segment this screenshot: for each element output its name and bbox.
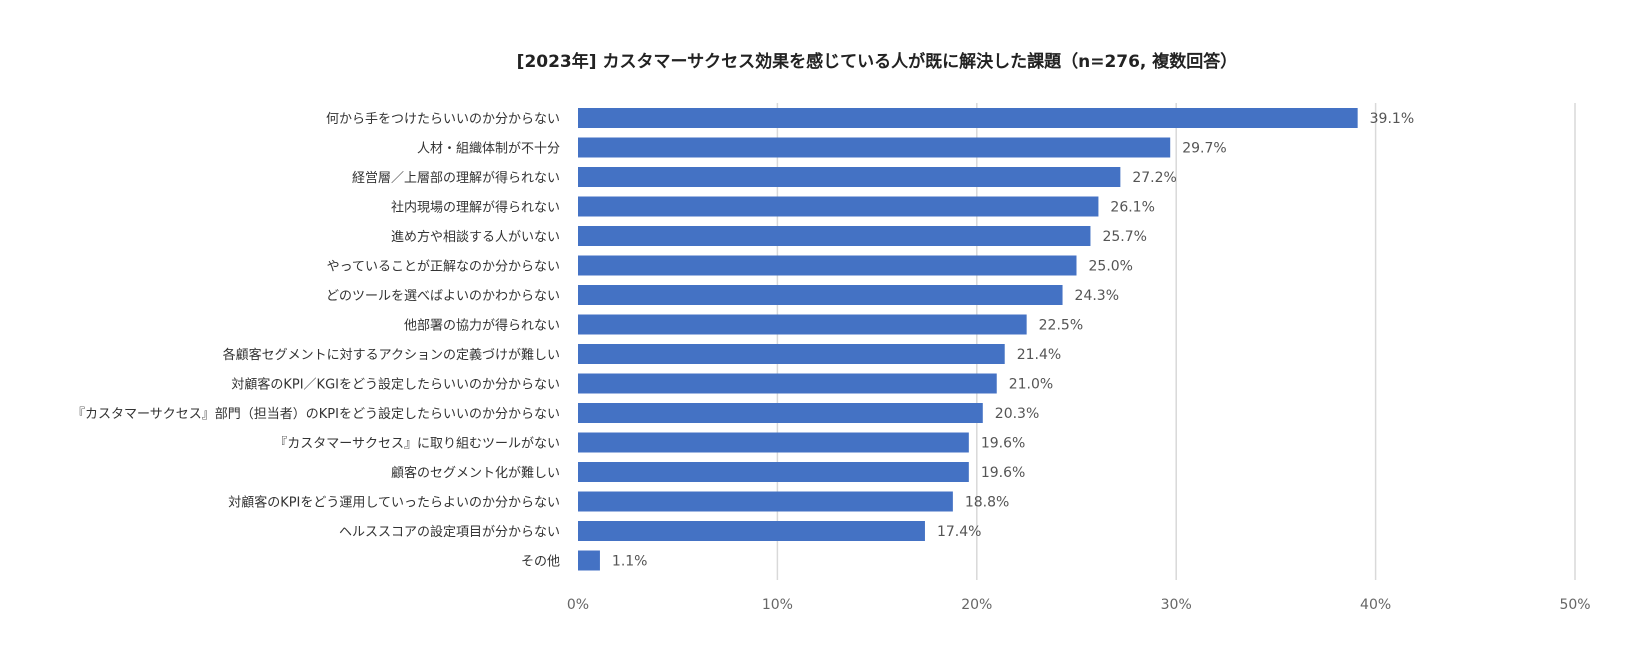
bar xyxy=(578,344,1005,364)
bar xyxy=(578,226,1091,246)
x-tick-label: 20% xyxy=(961,597,992,613)
category-label: 何から手をつけたらいいのか分からない xyxy=(326,111,560,127)
x-tick-label: 40% xyxy=(1360,597,1391,613)
value-label: 18.8% xyxy=(965,495,1009,511)
bar xyxy=(578,285,1063,305)
category-label: 他部署の協力が得られない xyxy=(404,318,560,334)
bar xyxy=(578,108,1358,128)
category-label: ヘルススコアの設定項目が分からない xyxy=(339,524,560,540)
value-label: 19.6% xyxy=(981,465,1025,481)
x-axis-tick-labels: 0% 10% 20% 30% 40% 50% xyxy=(567,597,1591,613)
bars xyxy=(578,108,1358,571)
value-label: 25.0% xyxy=(1089,259,1133,275)
value-label: 1.1% xyxy=(612,554,648,570)
value-label: 22.5% xyxy=(1039,318,1083,334)
value-label: 21.4% xyxy=(1017,347,1061,363)
bar xyxy=(578,491,953,512)
bar xyxy=(578,550,600,571)
category-labels: 何から手をつけたらいいのか分からない人材・組織体制が不十分経営層／上層部の理解が… xyxy=(72,111,560,570)
category-label: 対顧客のKPI／KGIをどう設定したらいいのか分からない xyxy=(231,377,560,393)
value-label: 17.4% xyxy=(937,524,981,540)
value-label: 25.7% xyxy=(1102,229,1146,245)
chart-title: [2023年] カスタマーサクセス効果を感じている人が既に解決した課題（n=27… xyxy=(517,51,1238,72)
category-label: 社内現場の理解が得られない xyxy=(391,200,560,216)
x-tick-label: 50% xyxy=(1559,597,1590,613)
value-label: 26.1% xyxy=(1110,200,1154,216)
x-tick-label: 30% xyxy=(1161,597,1192,613)
bar xyxy=(578,137,1171,158)
x-tick-label: 10% xyxy=(762,597,793,613)
bar xyxy=(578,373,997,394)
bar xyxy=(578,403,983,423)
bar xyxy=(578,167,1121,187)
category-label: 対顧客のKPIをどう運用していったらよいのか分からない xyxy=(228,495,560,511)
category-label: 『カスタマーサクセス』部門（担当者）のKPIをどう設定したらいいのか分からない xyxy=(72,406,560,422)
bar xyxy=(578,432,969,453)
bar xyxy=(578,314,1027,335)
category-label: 各顧客セグメントに対するアクションの定義づけが難しい xyxy=(223,347,560,363)
category-label: 人材・組織体制が不十分 xyxy=(417,142,560,157)
bar xyxy=(578,255,1077,276)
value-label: 19.6% xyxy=(981,436,1025,452)
category-label: 進め方や相談する人がいない xyxy=(391,229,560,245)
value-label: 39.1% xyxy=(1370,111,1414,127)
bar xyxy=(578,462,969,482)
category-label: 顧客のセグメント化が難しい xyxy=(391,465,560,481)
bar xyxy=(578,521,925,541)
value-label: 27.2% xyxy=(1132,170,1176,186)
category-label: 経営層／上層部の理解が得られない xyxy=(352,170,560,186)
bar xyxy=(578,196,1099,217)
value-label: 21.0% xyxy=(1009,377,1053,393)
category-label: その他 xyxy=(521,555,560,570)
category-label: やっていることが正解なのか分からない xyxy=(327,260,560,275)
value-labels: 39.1% 29.7% 27.2% 26.1% 25.7% 25.0% 24.3% 22.5%… xyxy=(612,111,1414,570)
value-label: 24.3% xyxy=(1075,288,1119,304)
category-label: 『カスタマーサクセス』に取り組むツールがない xyxy=(274,437,560,452)
value-label: 20.3% xyxy=(995,406,1039,422)
value-label: 29.7% xyxy=(1182,141,1226,157)
x-tick-label: 0% xyxy=(567,597,589,613)
category-label: どのツールを選べばよいのかわからない xyxy=(326,289,560,304)
